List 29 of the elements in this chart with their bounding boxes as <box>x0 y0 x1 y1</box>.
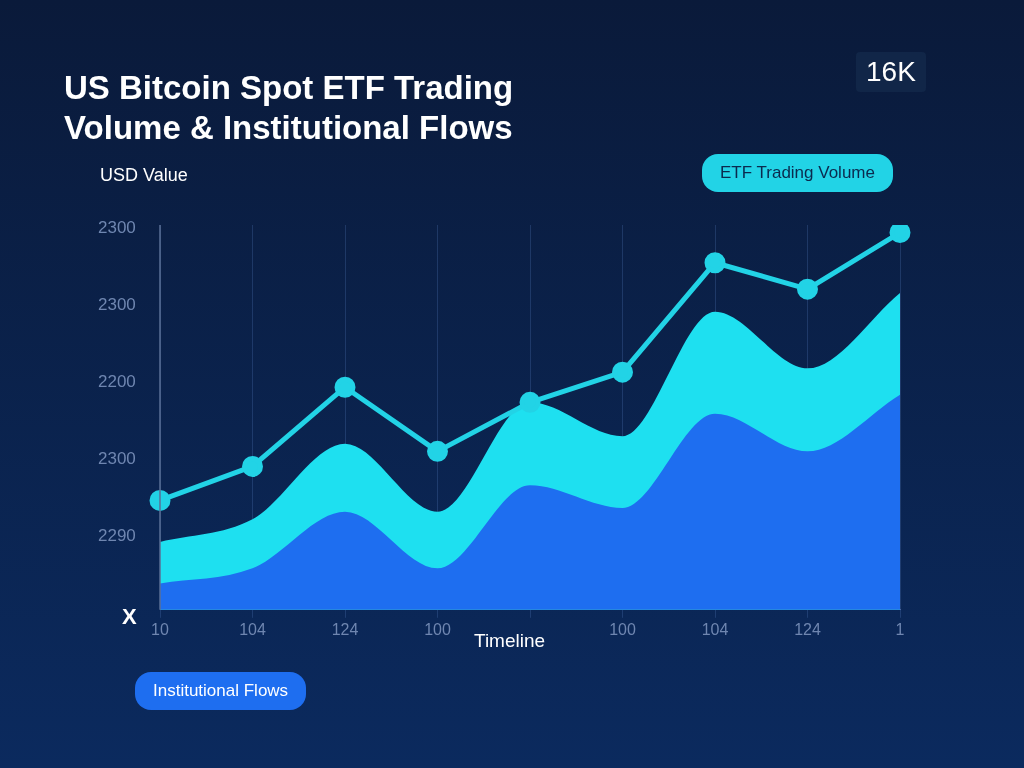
point <box>242 455 263 477</box>
x-tick-label: 124 <box>794 620 821 638</box>
point <box>704 252 726 274</box>
x-tick-label: 1 <box>895 620 905 638</box>
x-tick-label: 10 <box>151 620 169 638</box>
text: 2290 <box>98 526 136 546</box>
point <box>334 376 356 398</box>
text: Institutional Flows <box>135 672 307 710</box>
point <box>889 225 911 244</box>
text: 2300 <box>98 218 136 238</box>
text: 2300 <box>98 449 136 469</box>
text: X <box>122 604 137 630</box>
chart-title: US Bitcoin Spot ETF Trading Volume & Institutional Flows <box>64 68 515 148</box>
x-tick-label: 100 <box>424 620 451 638</box>
y-axis-title: USD Value <box>100 165 188 186</box>
text: 2300 <box>98 295 136 315</box>
text: 16K <box>856 52 926 92</box>
point <box>612 361 633 383</box>
text: 2200 <box>98 372 136 392</box>
x-tick-label: 124 <box>331 620 359 638</box>
point <box>519 391 541 413</box>
point <box>427 440 448 462</box>
x-tick-label: 104 <box>701 620 729 638</box>
x-tick-label: 104 <box>239 620 266 638</box>
x-tick-label: 100 <box>609 620 636 638</box>
point <box>797 278 818 300</box>
text: ETF Trading Volume <box>702 154 893 192</box>
x-axis-title: Timeline <box>474 630 546 652</box>
point <box>149 489 171 511</box>
